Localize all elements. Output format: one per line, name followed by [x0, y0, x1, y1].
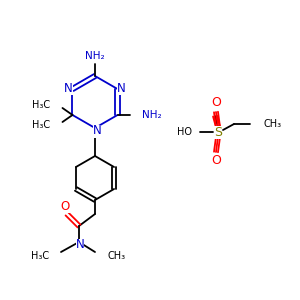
Text: CH₃: CH₃ — [264, 119, 282, 129]
Text: CH₃: CH₃ — [107, 251, 125, 261]
Text: N: N — [93, 124, 101, 137]
Text: H₃C: H₃C — [32, 100, 50, 110]
Text: NH₂: NH₂ — [142, 110, 161, 120]
Text: N: N — [64, 82, 73, 94]
Text: N: N — [117, 82, 126, 94]
Text: O: O — [60, 200, 70, 212]
Text: N: N — [76, 238, 84, 251]
Text: O: O — [211, 154, 221, 167]
Text: H₃C: H₃C — [31, 251, 49, 261]
Text: S: S — [214, 125, 222, 139]
Text: H₃C: H₃C — [32, 120, 50, 130]
Text: O: O — [211, 97, 221, 110]
Text: NH₂: NH₂ — [85, 51, 105, 61]
Text: HO: HO — [177, 127, 192, 137]
